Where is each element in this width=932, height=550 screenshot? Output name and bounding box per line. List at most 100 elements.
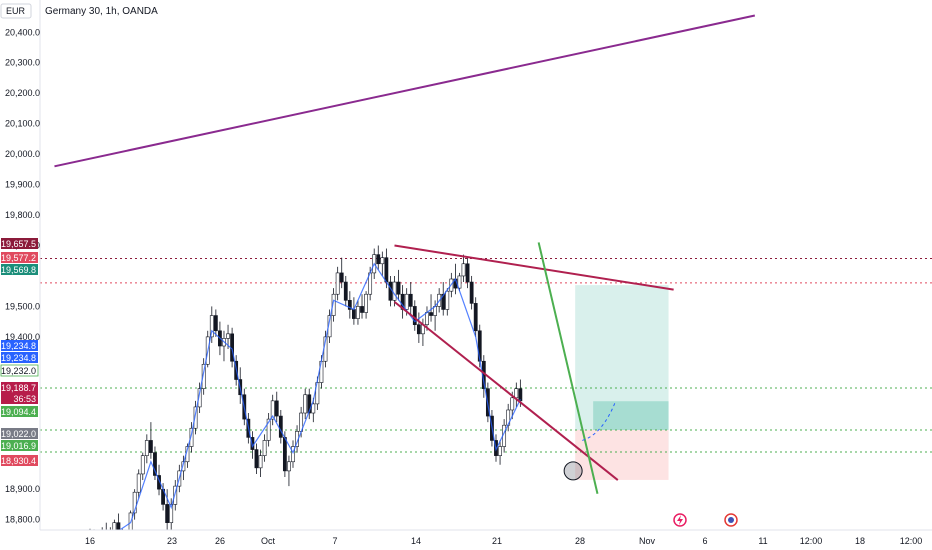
- y-tick-label: 19,500.0: [5, 301, 40, 311]
- candle: [266, 413, 271, 447]
- currency-badge: [0, 3, 32, 19]
- price-tag-background: [1, 238, 38, 249]
- price-tag-label: 19,094.4: [1, 407, 36, 417]
- candle: [412, 300, 417, 331]
- price-tag: 19,577.2: [1, 252, 38, 263]
- x-tick-label: 7: [332, 536, 337, 546]
- candle: [149, 422, 153, 459]
- trendline-green-3: [537, 242, 599, 494]
- candle: [189, 422, 194, 453]
- candle-body: [461, 263, 466, 277]
- candle-body: [376, 254, 381, 265]
- candle-body: [140, 455, 145, 475]
- candle: [274, 391, 279, 423]
- candle-body: [262, 440, 267, 456]
- price-tag: 19,657.5: [1, 238, 38, 249]
- price-tag-background: [1, 406, 38, 417]
- overlay-layer: [563, 400, 738, 527]
- price-tag-background: [0, 364, 39, 377]
- price-tag-label: 18,930.4: [1, 456, 36, 466]
- price-tag-countdown: 36:53: [13, 394, 36, 404]
- candle-body: [274, 400, 279, 417]
- price-tag: 19,094.4: [1, 406, 38, 417]
- trendline-red-1: [394, 244, 674, 291]
- x-tick-label: 12:00: [900, 536, 923, 546]
- price-tag-background: [1, 428, 38, 439]
- candle-body: [380, 257, 385, 265]
- currency-label: EUR: [6, 6, 26, 16]
- candle: [278, 409, 283, 444]
- candle: [457, 272, 462, 292]
- candle-body: [149, 440, 153, 453]
- candle-body: [429, 312, 433, 316]
- candle-body: [514, 388, 519, 399]
- candle-body: [457, 275, 462, 289]
- candle-body: [165, 504, 170, 523]
- y-tick-label: 20,400.0: [5, 27, 40, 37]
- candle-body: [404, 293, 409, 310]
- candle-body: [291, 446, 295, 463]
- candle-body: [282, 437, 287, 472]
- candle: [193, 400, 198, 435]
- candle: [356, 300, 360, 325]
- candle-body: [303, 394, 308, 414]
- price-tag-label: 19,022.0: [1, 429, 36, 439]
- candle: [498, 440, 502, 465]
- candle-body: [201, 363, 206, 389]
- candle: [445, 288, 450, 316]
- candle: [209, 306, 214, 343]
- price-tag: 19,188.736:53: [1, 382, 38, 404]
- candle: [287, 455, 291, 487]
- candle: [201, 358, 206, 395]
- price-tag-label: 19,657.5: [1, 239, 36, 249]
- price-tag-label: 19,234.8: [1, 353, 36, 363]
- candle: [347, 291, 352, 319]
- price-tag-background: [1, 340, 38, 351]
- candle: [364, 291, 368, 319]
- candle-body: [307, 394, 312, 414]
- price-tag: 18,930.4: [1, 455, 38, 466]
- candle-body: [331, 293, 336, 316]
- price-tag: 19,234.8: [1, 340, 38, 351]
- x-tick-label: 12:00: [800, 536, 823, 546]
- candle: [461, 254, 466, 283]
- candle: [307, 388, 312, 420]
- price-tag-label: 19,234.8: [1, 341, 36, 351]
- price-tag-label: 19,232.0: [1, 366, 36, 376]
- candle: [169, 498, 174, 532]
- price-tags: 19,657.5 19,577.2 19,569.8 19,234.8 19,234.8…: [0, 238, 39, 466]
- candle-body: [396, 281, 401, 295]
- x-tick-label: 21: [492, 536, 502, 546]
- candle: [441, 282, 446, 316]
- candle-body: [408, 293, 413, 307]
- candle-body: [364, 293, 368, 313]
- candle: [400, 285, 405, 319]
- candle-body: [258, 455, 263, 469]
- candle-body: [132, 491, 137, 514]
- calendar-event-dot-icon: [728, 517, 734, 523]
- y-tick-label: 18,800.0: [5, 515, 40, 525]
- candle-body: [189, 427, 194, 447]
- candle-body: [360, 306, 364, 313]
- candle: [291, 440, 295, 468]
- x-tick-label: 14: [411, 536, 421, 546]
- candle: [144, 434, 149, 464]
- candle: [136, 469, 141, 499]
- candle: [429, 294, 433, 322]
- price-tag-background: [1, 455, 38, 466]
- candle: [197, 382, 202, 414]
- price-tag-background: [1, 352, 38, 363]
- x-axis: 16 23 26 Oct 7 14 21 28 Nov 6 11 12:00 18 12:00: [40, 529, 932, 550]
- candle: [173, 480, 178, 511]
- x-tick-label: 6: [702, 536, 707, 546]
- stop-zone: [575, 429, 669, 480]
- candle: [165, 489, 170, 532]
- candle: [331, 288, 336, 322]
- candle-body: [343, 281, 348, 301]
- candle-body: [356, 306, 360, 319]
- candle-body: [469, 281, 474, 304]
- y-tick-label: 19,800.0: [5, 210, 40, 220]
- position-zones: [575, 285, 669, 480]
- chart-header: EUR Germany 30, 1h, OANDA: [0, 3, 158, 19]
